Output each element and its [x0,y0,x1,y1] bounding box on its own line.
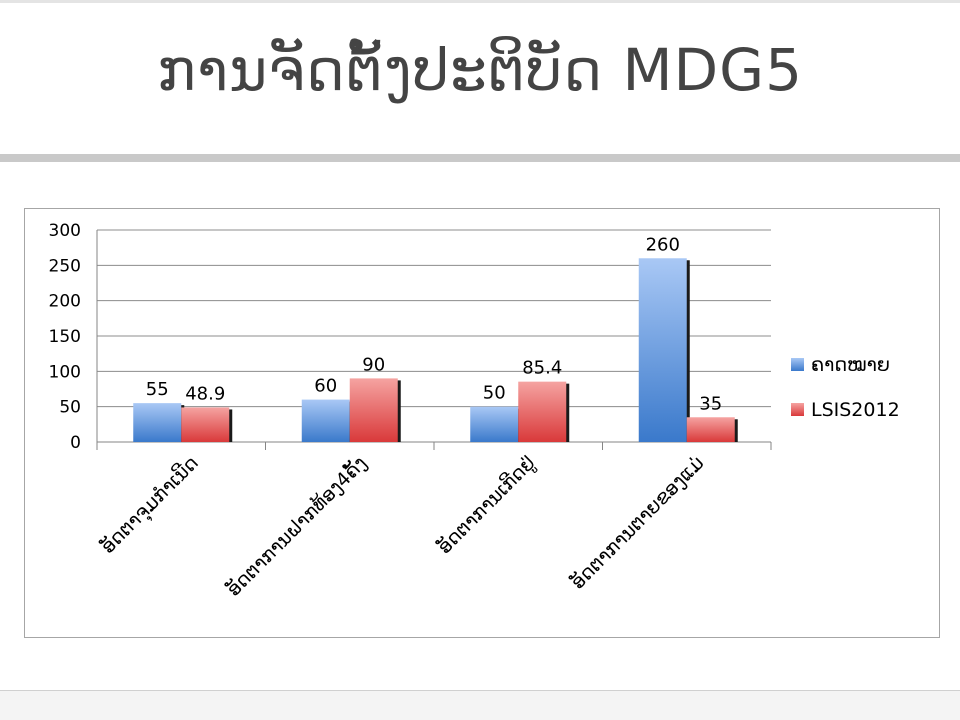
category-label: ອັດຕາການເກີດຢູ່ [432,451,541,560]
top-rule [0,0,960,3]
category-label: ອັດຕາຈຸມກຳເນີດ [95,450,204,559]
bar-target [638,258,687,442]
data-label: 260 [646,234,680,255]
bottom-rule [0,690,960,691]
data-label: 90 [362,354,385,375]
category-label: ອັດຕາການຝາກທ້ອງ4ຄັ້ງ [222,451,371,600]
bar-target [133,403,182,442]
data-label: 60 [314,376,337,397]
bar-target [470,406,519,442]
y-tick-label: 250 [49,256,81,276]
data-label: 55 [146,379,169,400]
bar-lsis2012 [518,381,567,442]
y-tick-label: 300 [49,221,81,241]
data-label: 85.4 [522,358,562,379]
legend-label: LSIS2012 [811,399,900,421]
slide-title: ການຈັດຕັ້ງປະຕິບັດ MDG5 [157,36,803,104]
legend-swatch-target [791,358,804,371]
y-tick-label: 200 [49,292,81,312]
bottom-band [0,691,960,720]
y-tick-label: 150 [49,327,81,347]
chart-frame: 0 50 100 150 200 250 300 55 60 50 260 48.9 90 85.4 35 ອ… [24,208,940,638]
bar-lsis2012 [349,378,398,442]
y-tick-label: 0 [70,433,81,453]
bar-target [301,399,350,442]
data-label: 35 [699,393,722,414]
y-tick-label: 100 [49,362,81,382]
data-label: 48.9 [185,383,225,404]
bar-lsis2012 [181,407,230,442]
category-label: ອັດຕາການຕາຍຂອງແມ່ [566,451,708,593]
bar-lsis2012 [686,417,735,442]
legend-label: ຄາດໝາຍ [811,354,890,376]
title-divider [0,154,960,162]
bar-chart: 0 50 100 150 200 250 300 55 60 50 260 48.9 90 85.4 35 ອ… [49,221,900,601]
y-tick-label: 50 [59,398,81,418]
legend-swatch-lsis2012 [791,403,804,416]
data-label: 50 [483,383,506,404]
